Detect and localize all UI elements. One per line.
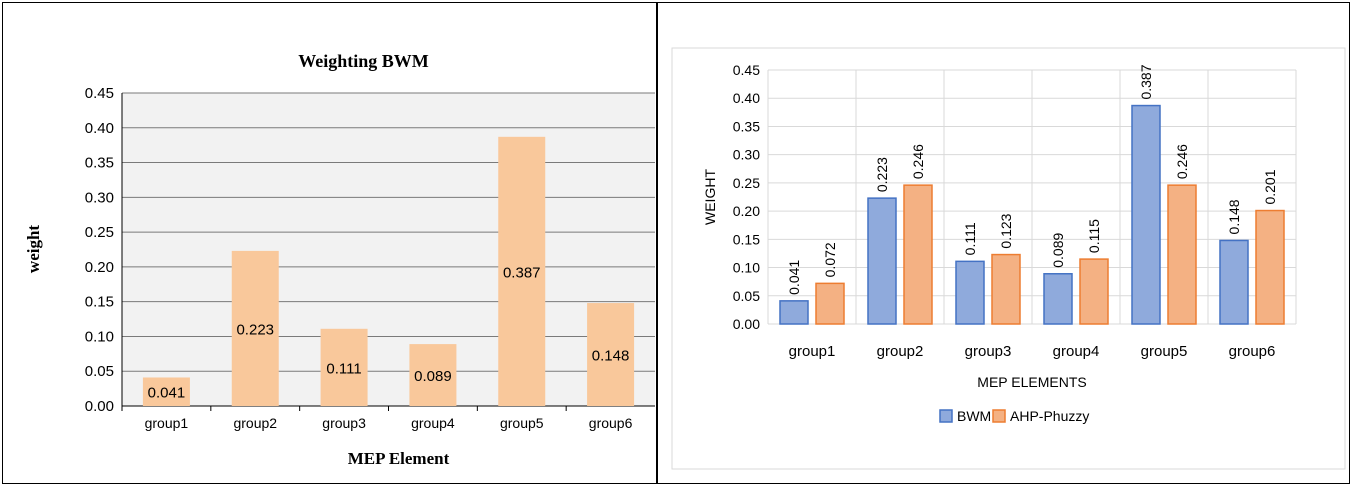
bar-ahp-phuzzy-group3: [991, 253, 1021, 325]
y-tick-label: 0.40: [733, 90, 760, 106]
chart-title: Weighting BWM: [298, 51, 429, 71]
x-tick-label: group1: [145, 415, 189, 431]
data-label: 0.387: [1138, 64, 1154, 99]
legend-label: BWM: [957, 408, 991, 424]
y-tick-label: 0.15: [85, 294, 114, 311]
x-tick-label: group5: [1141, 343, 1188, 360]
bar-group5: [498, 136, 546, 406]
y-tick-label: 0.40: [85, 120, 114, 137]
data-label: 0.115: [1086, 219, 1102, 253]
legend-swatch-ahp-phuzzy: [992, 409, 1006, 423]
bar-ahp-phuzzy-group2: [903, 184, 933, 325]
left-chart-panel: 0.00 0.05 0.10 0.15 0.20 0.25 0.30 0.35 0.40 0.45…: [2, 2, 657, 484]
y-tick-label: 0.45: [85, 85, 114, 102]
right-bar-chart: 0.00 0.05 0.10 0.15 0.20 0.25 0.30 0.35 0.40 0.45…: [671, 47, 1346, 470]
y-tick-label: 0.10: [85, 328, 114, 345]
right-chart-panel: 0.00 0.05 0.10 0.15 0.20 0.25 0.30 0.35 0.40 0.45…: [657, 2, 1350, 484]
bar-group4: [409, 344, 457, 406]
data-label: 0.201: [1262, 169, 1278, 204]
data-label: 0.148: [1226, 199, 1242, 234]
y-tick-label: 0.35: [85, 155, 114, 172]
data-label: 0.041: [786, 260, 802, 295]
bar-bwm-group1: [779, 300, 809, 325]
y-tick-label: 0.05: [733, 288, 760, 304]
data-label: 0.223: [236, 321, 274, 338]
bar-bwm-group4: [1043, 273, 1073, 325]
bar-bwm-group3: [955, 260, 985, 325]
x-axis-title: MEP ELEMENTS: [977, 374, 1086, 390]
bar-bwm-group6: [1219, 239, 1249, 325]
data-label: 0.111: [962, 222, 978, 255]
y-tick-label: 0.20: [85, 259, 114, 276]
y-axis-title: weight: [24, 225, 43, 274]
data-label: 0.089: [414, 368, 452, 385]
x-tick-label: group6: [589, 415, 633, 431]
x-tick-label: group1: [789, 343, 836, 360]
bar-bwm-group5: [1131, 104, 1161, 325]
data-label: 0.123: [998, 213, 1014, 248]
bar-group3: [320, 328, 368, 406]
x-tick-label: group4: [411, 415, 455, 431]
data-label: 0.246: [1174, 144, 1190, 179]
y-tick-label: 0.00: [733, 316, 760, 332]
data-label: 0.148: [592, 348, 630, 365]
y-tick-label: 0.05: [85, 363, 114, 380]
bar-ahp-phuzzy-group4: [1079, 258, 1109, 325]
x-axis-title: MEP Element: [348, 449, 450, 468]
bar-group1: [142, 377, 190, 406]
y-tick-label: 0.15: [733, 231, 760, 247]
bar-ahp-phuzzy-group1: [815, 282, 845, 325]
y-tick-label: 0.45: [733, 62, 760, 78]
legend-label: AHP-Phuzzy: [1010, 408, 1089, 424]
legend-swatch-bwm: [939, 409, 953, 423]
bar-bwm-group2: [867, 197, 897, 325]
data-label: 0.111: [326, 360, 361, 377]
y-axis-title: WEIGHT: [702, 169, 718, 225]
y-tick-label: 0.25: [733, 175, 760, 191]
y-tick-label: 0.30: [85, 189, 114, 206]
x-tick-label: group6: [1229, 343, 1276, 360]
bar-ahp-phuzzy-group5: [1167, 184, 1197, 325]
y-tick-label: 0.00: [85, 398, 114, 415]
x-tick-label: group2: [877, 343, 924, 360]
bar-ahp-phuzzy-group6: [1255, 209, 1285, 325]
data-label: 0.246: [910, 144, 926, 179]
data-label: 0.387: [503, 264, 541, 281]
left-bar-chart: 0.00 0.05 0.10 0.15 0.20 0.25 0.30 0.35 0.40 0.45…: [24, 51, 655, 468]
x-tick-label: group4: [1053, 343, 1100, 360]
y-tick-label: 0.10: [733, 260, 760, 276]
data-label: 0.072: [822, 242, 838, 277]
x-tick-label: group3: [322, 415, 366, 431]
x-tick-label: group2: [233, 415, 277, 431]
x-tick-label: group3: [965, 343, 1012, 360]
y-tick-label: 0.20: [733, 203, 760, 219]
y-tick-label: 0.30: [733, 147, 760, 163]
data-label: 0.223: [874, 157, 890, 192]
x-tick-label: group5: [500, 415, 544, 431]
y-tick-label: 0.25: [85, 224, 114, 241]
data-label: 0.089: [1050, 233, 1066, 268]
data-label: 0.041: [148, 385, 186, 402]
bar-group2: [231, 250, 279, 406]
bar-group6: [587, 303, 635, 406]
y-tick-label: 0.35: [733, 118, 760, 134]
plot-area: [122, 93, 655, 406]
